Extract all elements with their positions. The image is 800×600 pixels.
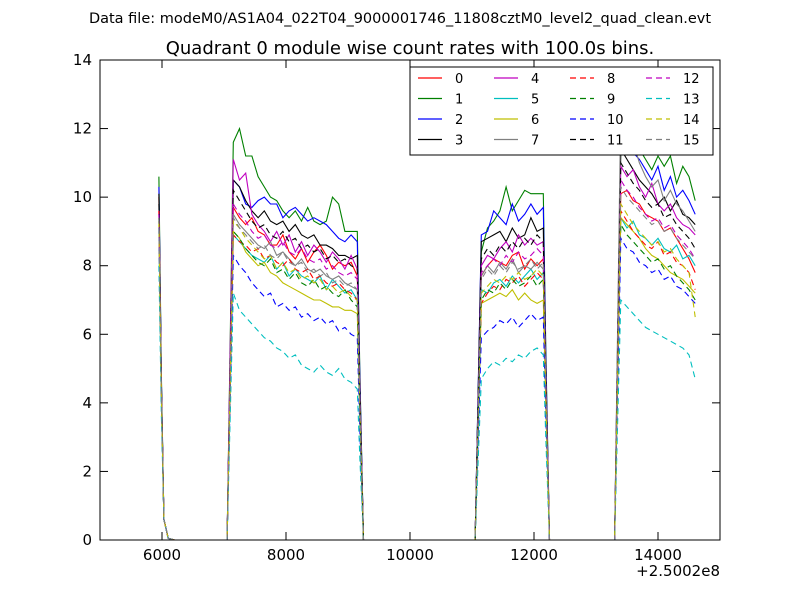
- series-line-0: [158, 189, 696, 540]
- x-tick-label: 10000: [386, 546, 434, 564]
- y-tick-label: 8: [82, 257, 92, 275]
- series-line-1: [158, 126, 696, 540]
- legend-label-0: 0: [455, 72, 463, 87]
- y-tick-label: 12: [73, 120, 92, 138]
- chart-title: Quadrant 0 module wise count rates with …: [166, 38, 655, 59]
- legend-label-13: 13: [683, 93, 700, 108]
- legend-label-14: 14: [683, 113, 700, 128]
- y-tick-label: 4: [82, 394, 92, 412]
- legend-label-2: 2: [455, 113, 463, 128]
- legend-box: [409, 66, 714, 156]
- x-tick-label: 14000: [634, 546, 682, 564]
- y-tick-label: 6: [82, 325, 92, 343]
- legend-label-12: 12: [683, 72, 700, 87]
- legend-label-11: 11: [607, 134, 624, 149]
- plot-area: [158, 104, 696, 540]
- series-line-9: [158, 217, 696, 540]
- series-line-4: [158, 159, 696, 540]
- legend-label-4: 4: [531, 72, 539, 87]
- legend-label-1: 1: [455, 93, 463, 108]
- x-axis-offset-label: +2.5002e8: [636, 562, 720, 580]
- series-line-8: [158, 208, 696, 540]
- legend-label-9: 9: [607, 93, 615, 108]
- chart-suptitle: Data file: modeM0/AS1A04_022T04_90000017…: [89, 11, 711, 27]
- legend-label-5: 5: [531, 93, 539, 108]
- legend-label-10: 10: [607, 113, 624, 128]
- x-tick-label: 6000: [143, 546, 181, 564]
- series-line-7: [158, 104, 696, 540]
- y-tick-label: 10: [73, 188, 92, 206]
- legend-label-7: 7: [531, 134, 539, 149]
- series-line-12: [158, 178, 696, 540]
- legend-label-6: 6: [531, 113, 539, 128]
- y-tick-label: 14: [73, 51, 92, 69]
- x-tick-label: 8000: [267, 546, 305, 564]
- legend-label-15: 15: [683, 134, 700, 149]
- y-tick-label: 2: [82, 462, 92, 480]
- x-tick-label: 12000: [510, 546, 558, 564]
- series-line-3: [158, 147, 696, 540]
- legend-label-3: 3: [455, 134, 463, 149]
- legend-label-8: 8: [607, 72, 615, 87]
- series-line-13: [158, 265, 696, 540]
- y-tick-label: 0: [82, 531, 92, 549]
